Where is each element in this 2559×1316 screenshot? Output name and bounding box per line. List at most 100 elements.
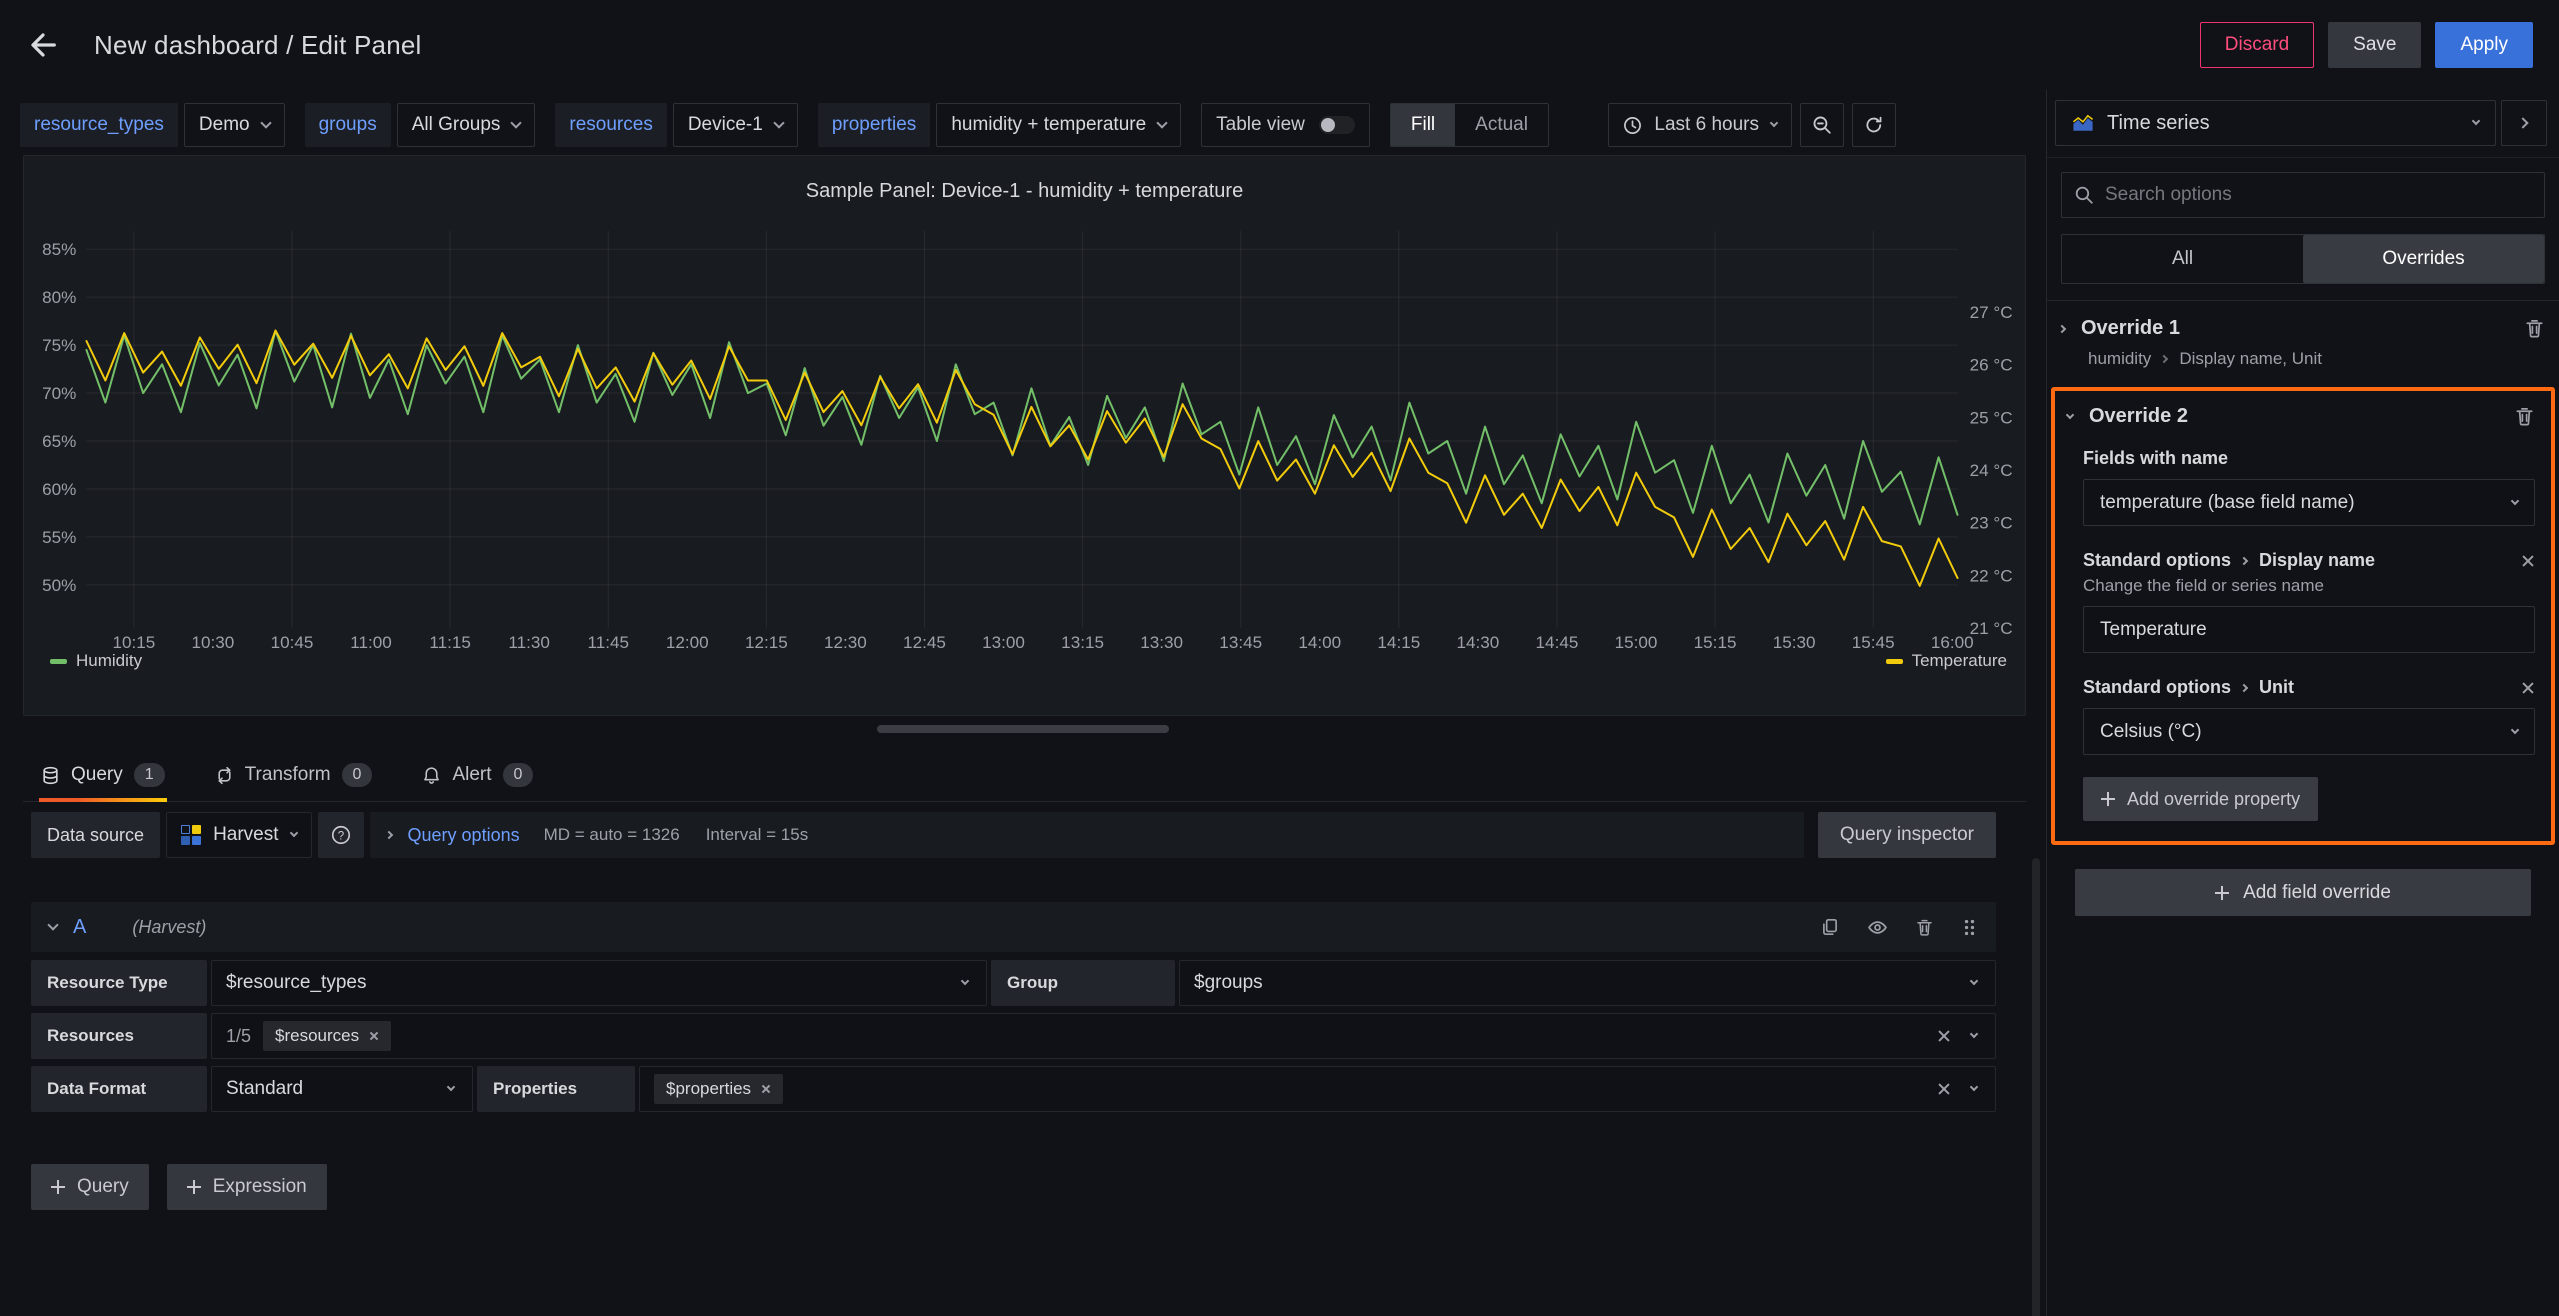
editor-tabs: Query 1 Transform 0 Alert 0	[23, 749, 2026, 802]
chevron-down-icon	[960, 976, 970, 986]
tab-alert[interactable]: Alert 0	[420, 749, 535, 801]
filter-tab-all[interactable]: All	[2171, 248, 2194, 269]
chevron-right-icon	[2517, 117, 2529, 129]
svg-text:12:00: 12:00	[666, 633, 709, 649]
svg-text:11:15: 11:15	[429, 633, 471, 649]
time-controls: Last 6 hours	[1608, 103, 1896, 147]
tab-transform[interactable]: Transform 0	[213, 749, 375, 801]
query-options-bar: Query options MD = auto = 1326 Interval …	[369, 812, 1804, 858]
data-format-select[interactable]: Standard	[211, 1066, 473, 1112]
chevron-down-icon	[259, 117, 272, 129]
table-view-toggle[interactable]	[1318, 116, 1355, 134]
back-arrow-icon[interactable]	[28, 30, 58, 60]
remove-tag-icon[interactable]	[369, 1031, 379, 1041]
variable-value-dropdown[interactable]: All Groups	[396, 103, 536, 147]
chevron-down-icon	[446, 1082, 456, 1092]
delete-query-button[interactable]	[1915, 918, 1934, 937]
variable-value-dropdown[interactable]: Demo	[183, 103, 285, 147]
resource-type-label: Resource Type	[31, 960, 207, 1006]
tab-query[interactable]: Query 1	[39, 749, 167, 802]
add-expression-button[interactable]: Expression	[166, 1164, 327, 1210]
plus-icon	[2215, 885, 2230, 900]
add-override-property-button[interactable]: Add override property	[2083, 777, 2319, 821]
discard-button[interactable]: Discard	[2199, 22, 2315, 68]
add-query-button[interactable]: Query	[31, 1164, 149, 1210]
filter-tab-overrides[interactable]: Overrides	[2303, 235, 2544, 283]
override-1-summary: humidity Display name, Unit	[2088, 349, 2545, 369]
time-series-chart[interactable]: 85% 80% 75% 70% 65% 60% 55% 50% 27 °C 26 °C 25 °C 2…	[24, 213, 2025, 649]
search-options-input[interactable]	[2105, 184, 2532, 206]
save-button[interactable]: Save	[2328, 22, 2422, 68]
svg-text:15:00: 15:00	[1615, 633, 1658, 649]
query-row-header[interactable]: A (Harvest)	[31, 902, 1996, 952]
group-select[interactable]: $groups	[1179, 960, 1996, 1006]
help-icon: ?	[331, 825, 350, 845]
collapse-chevron-icon[interactable]	[47, 919, 59, 931]
transform-count-badge: 0	[341, 763, 373, 787]
datasource-picker[interactable]: Harvest	[166, 812, 312, 858]
legend-item-temperature[interactable]: Temperature	[1885, 651, 2007, 671]
chevron-down-icon	[1769, 118, 1779, 128]
data-format-row: Data Format Standard Properties $propert…	[31, 1066, 1996, 1112]
delete-override-1-button[interactable]	[2524, 318, 2545, 339]
visualization-picker[interactable]: Time series	[2055, 100, 2496, 146]
svg-text:10:15: 10:15	[112, 633, 155, 649]
query-inspector-button[interactable]: Query inspector	[1817, 812, 1996, 858]
clear-icon[interactable]	[1937, 1029, 1951, 1043]
svg-text:23 °C: 23 °C	[1970, 514, 2013, 533]
time-range-picker[interactable]: Last 6 hours	[1608, 103, 1792, 147]
display-name-input[interactable]	[2083, 606, 2535, 653]
trash-icon	[2526, 320, 2543, 338]
svg-text:24 °C: 24 °C	[1970, 461, 2013, 480]
datasource-label: Data source	[31, 812, 161, 858]
zoom-out-button[interactable]	[1800, 103, 1844, 147]
svg-text:26 °C: 26 °C	[1970, 356, 2013, 375]
chevron-down-icon[interactable]	[2065, 410, 2075, 419]
override-1-title[interactable]: Override 1	[2081, 317, 2180, 339]
fill-option[interactable]: Fill	[1390, 104, 1456, 146]
main-scrollbar[interactable]	[2032, 858, 2040, 1316]
svg-text:65%: 65%	[42, 432, 76, 451]
hide-query-button[interactable]	[1867, 917, 1888, 938]
variable-value-dropdown[interactable]: humidity + temperature	[936, 103, 1182, 147]
time-range-label: Last 6 hours	[1654, 114, 1759, 135]
fill-actual-segment: Fill Actual	[1389, 103, 1549, 147]
remove-display-name-property-icon[interactable]	[2521, 554, 2535, 568]
override-1-properties: Display name, Unit	[2179, 349, 2322, 368]
panel-resize-handle[interactable]	[877, 725, 1169, 733]
override-2-title[interactable]: Override 2	[2089, 405, 2188, 427]
variable-value-dropdown[interactable]: Device-1	[672, 103, 798, 147]
svg-text:10:30: 10:30	[192, 633, 235, 649]
drag-handle[interactable]	[1961, 918, 1978, 937]
apply-button[interactable]: Apply	[2435, 22, 2533, 68]
svg-text:60%: 60%	[42, 480, 76, 499]
divider	[2047, 300, 2559, 301]
remove-unit-property-icon[interactable]	[2521, 681, 2535, 695]
duplicate-query-button[interactable]	[1820, 917, 1840, 937]
remove-tag-icon[interactable]	[761, 1084, 771, 1094]
resource-type-select[interactable]: $resource_types	[211, 960, 987, 1006]
add-field-override-button[interactable]: Add field override	[2075, 869, 2531, 916]
query-options-link[interactable]: Query options	[407, 824, 520, 845]
field-matcher-select[interactable]: temperature (base field name)	[2083, 479, 2535, 526]
svg-text:80%: 80%	[42, 288, 76, 307]
actual-option[interactable]: Actual	[1475, 114, 1528, 135]
clear-icon[interactable]	[1937, 1082, 1951, 1096]
svg-text:55%: 55%	[42, 528, 76, 547]
svg-text:13:45: 13:45	[1219, 633, 1262, 649]
delete-override-2-button[interactable]	[2514, 406, 2535, 427]
resources-multiselect[interactable]: 1/5 $resources	[211, 1013, 1996, 1059]
panel-type-header: Time series	[2047, 90, 2559, 158]
legend-item-humidity[interactable]: Humidity	[50, 651, 142, 671]
svg-text:12:45: 12:45	[903, 633, 946, 649]
chevron-right-icon[interactable]	[2057, 324, 2067, 333]
refresh-button[interactable]	[1852, 103, 1896, 147]
chevron-down-icon	[2510, 725, 2520, 734]
transform-icon	[218, 766, 231, 784]
collapse-options-button[interactable]	[2501, 100, 2547, 146]
unit-select[interactable]: Celsius (°C)	[2083, 708, 2535, 755]
properties-multiselect[interactable]: $properties	[639, 1066, 1996, 1112]
variable-groups: groups All Groups	[304, 103, 536, 147]
datasource-help-button[interactable]: ?	[317, 812, 364, 858]
group-label: Group	[991, 960, 1175, 1006]
